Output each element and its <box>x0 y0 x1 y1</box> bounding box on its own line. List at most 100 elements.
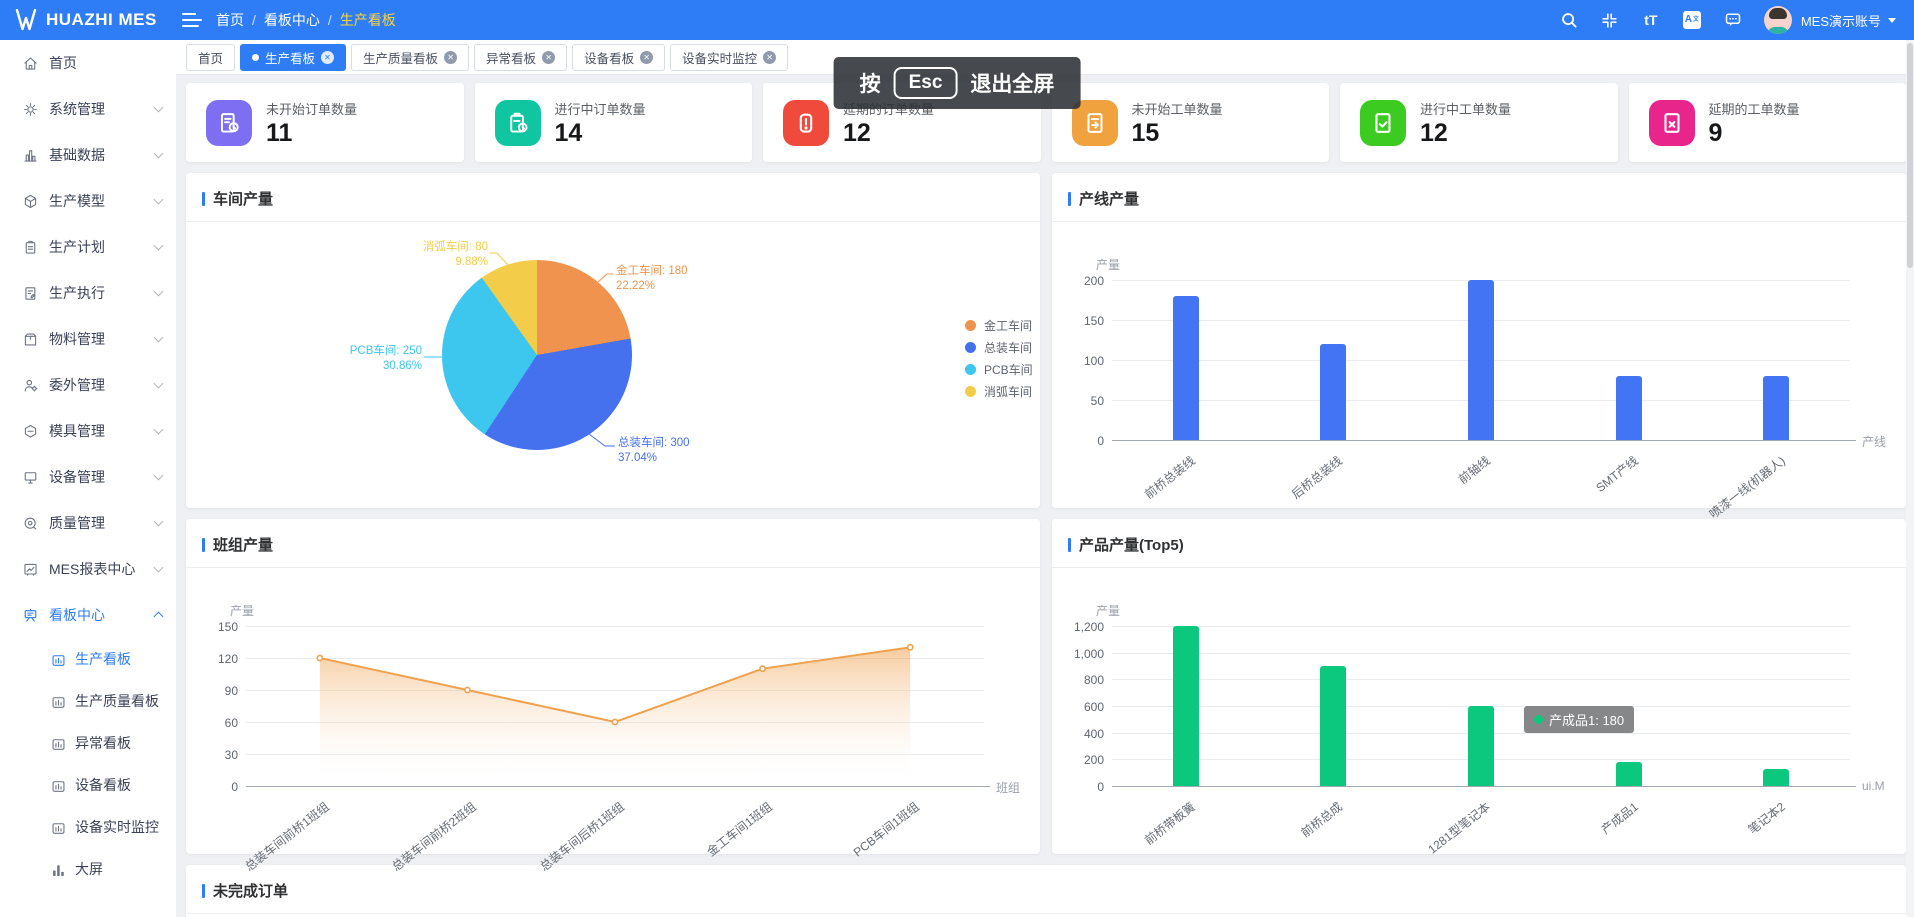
y-tick-label: 50 <box>1090 394 1104 408</box>
chevron-down-icon <box>153 470 164 481</box>
sidebar-item-8[interactable]: 模具管理 <box>0 408 176 454</box>
tab-0[interactable]: 首页 <box>186 43 236 71</box>
model-icon <box>22 193 39 210</box>
stat-text: 进行中工单数量 12 <box>1420 99 1511 146</box>
y-tick-label: 200 <box>1083 274 1104 288</box>
material-icon <box>22 331 39 348</box>
sidebar-item-0[interactable]: 首页 <box>0 40 176 86</box>
breadcrumb-item[interactable]: 看板中心 <box>263 12 320 28</box>
workorder-delayed-icon <box>1648 99 1695 146</box>
sidebar-item-3[interactable]: 生产模型 <box>0 178 176 224</box>
breadcrumb-item[interactable]: 生产看板 <box>339 12 396 28</box>
tab-label: 异常看板 <box>486 51 537 66</box>
sidebar-subitem-5[interactable]: 大屏 <box>0 848 176 890</box>
tab-label: 首页 <box>198 51 224 66</box>
tab-close-icon[interactable]: ✕ <box>444 50 458 64</box>
scrollbar-thumb[interactable] <box>1907 43 1913 268</box>
bar-2[interactable] <box>1468 706 1494 786</box>
breadcrumb-item[interactable]: 首页 <box>216 12 244 28</box>
order-delayed-icon <box>783 99 829 146</box>
bar-0[interactable] <box>1172 296 1199 440</box>
sidebar-item-label: 系统管理 <box>49 101 105 117</box>
tab-close-icon[interactable]: ✕ <box>542 50 556 64</box>
main-content: 未开始订单数量 11 进行中订单数量 14 延期的订单数量 12 未开始工单数量 15 进行中工… <box>176 74 1906 917</box>
stat-label: 进行中工单数量 <box>1420 102 1512 117</box>
legend-item-0[interactable]: 金工车间 <box>965 314 1033 336</box>
tab-close-icon[interactable]: ✕ <box>640 50 654 64</box>
sidebar-item-5[interactable]: 生产执行 <box>0 270 176 316</box>
menu-fold-icon[interactable] <box>182 13 202 27</box>
bar-1[interactable] <box>1320 666 1347 786</box>
y-tick-label: 150 <box>1083 314 1104 328</box>
sidebar-item-6[interactable]: 物料管理 <box>0 316 176 362</box>
sidebar-item-2[interactable]: 基础数据 <box>0 132 176 178</box>
order-progress-icon <box>494 99 541 146</box>
y-tick-label: 120 <box>217 652 238 666</box>
legend-item-2[interactable]: PCB车间 <box>965 358 1033 380</box>
logo[interactable]: HUAZHI MES <box>0 0 176 40</box>
tab-close-icon[interactable]: ✕ <box>321 50 335 64</box>
sidebar-item-10[interactable]: 质量管理 <box>0 500 176 546</box>
breadcrumb-separator: / <box>327 12 332 28</box>
pie-label-percent: 30.86% <box>382 359 422 372</box>
avatar[interactable] <box>1763 6 1792 34</box>
bar-1[interactable] <box>1320 344 1347 440</box>
bar-3[interactable] <box>1615 762 1642 786</box>
stat-text: 未开始工单数量 15 <box>1132 99 1223 146</box>
tab-3[interactable]: 异常看板 ✕ <box>474 43 568 71</box>
legend-item-3[interactable]: 消弧车间 <box>965 380 1033 402</box>
line-output-title: 产线产量 <box>1079 191 1140 208</box>
sidebar-item-7[interactable]: 委外管理 <box>0 362 176 408</box>
account-name[interactable]: MES演示账号 <box>1800 13 1881 29</box>
scrollbar[interactable] <box>1906 40 1914 917</box>
workshop-pie[interactable] <box>442 260 632 450</box>
stat-value: 14 <box>554 119 583 147</box>
bar-3[interactable] <box>1615 376 1642 440</box>
legend-item-1[interactable]: 总装车间 <box>965 336 1033 358</box>
pie-label-lines <box>424 252 615 447</box>
sidebar-subitem-4[interactable]: 设备实时监控 <box>0 806 176 848</box>
message-icon[interactable] <box>1723 10 1743 30</box>
sidebar-item-11[interactable]: MES报表中心 <box>0 546 176 592</box>
chevron-down-icon[interactable] <box>1888 17 1896 23</box>
sidebar-item-9[interactable]: 设备管理 <box>0 454 176 500</box>
card-title: 未完成订单 <box>186 865 1906 914</box>
bar-4[interactable] <box>1763 768 1790 786</box>
sidebar-item-label: 基础数据 <box>49 147 105 163</box>
bar-0[interactable] <box>1172 626 1199 786</box>
sidebar-item-12[interactable]: 看板中心 <box>0 592 176 638</box>
tab-close-icon[interactable]: ✕ <box>763 50 777 64</box>
board-icon <box>22 607 39 624</box>
chevron-down-icon <box>153 286 164 297</box>
sidebar-subitem-1[interactable]: 生产质量看板 <box>0 680 176 722</box>
x-axis-line <box>1112 786 1856 787</box>
pie-label-0: 金工车间: 180 22.22% <box>616 264 688 294</box>
legend-label: 总装车间 <box>984 340 1033 355</box>
tab-5[interactable]: 设备实时监控 ✕ <box>670 43 789 71</box>
sidebar-subitem-0[interactable]: 生产看板 <box>0 638 176 680</box>
tab-2[interactable]: 生产质量看板 ✕ <box>351 43 470 71</box>
sidebar-subitem-2[interactable]: 异常看板 <box>0 722 176 764</box>
bar-2[interactable] <box>1468 280 1494 440</box>
search-icon[interactable] <box>1559 10 1579 30</box>
sidebar-item-label: 物料管理 <box>49 331 105 347</box>
y-tick-label: 90 <box>224 684 238 698</box>
stat-card-3: 未开始工单数量 15 <box>1051 83 1329 162</box>
sidebar-subitem-3[interactable]: 设备看板 <box>0 764 176 806</box>
sidebar-item-label: 质量管理 <box>49 515 105 531</box>
stat-label: 进行中订单数量 <box>554 102 646 117</box>
bar-4[interactable] <box>1763 376 1790 440</box>
font-size-icon[interactable]: tT <box>1644 12 1658 28</box>
sidebar-item-4[interactable]: 生产计划 <box>0 224 176 270</box>
exit-fullscreen-icon[interactable] <box>1600 10 1620 30</box>
pie-label-percent: 9.88% <box>455 255 488 268</box>
sidebar-item-1[interactable]: 系统管理 <box>0 86 176 132</box>
gear-icon <box>22 101 39 118</box>
tab-1[interactable]: 生产看板 ✕ <box>240 43 347 71</box>
x-axis-name: 班组 <box>996 781 1021 795</box>
sidebar-item-label: 委外管理 <box>49 377 105 393</box>
stat-card-1: 进行中订单数量 14 <box>474 83 752 162</box>
tab-4[interactable]: 设备看板 ✕ <box>572 43 666 71</box>
sidebar-subitem-label: 生产看板 <box>75 651 131 667</box>
